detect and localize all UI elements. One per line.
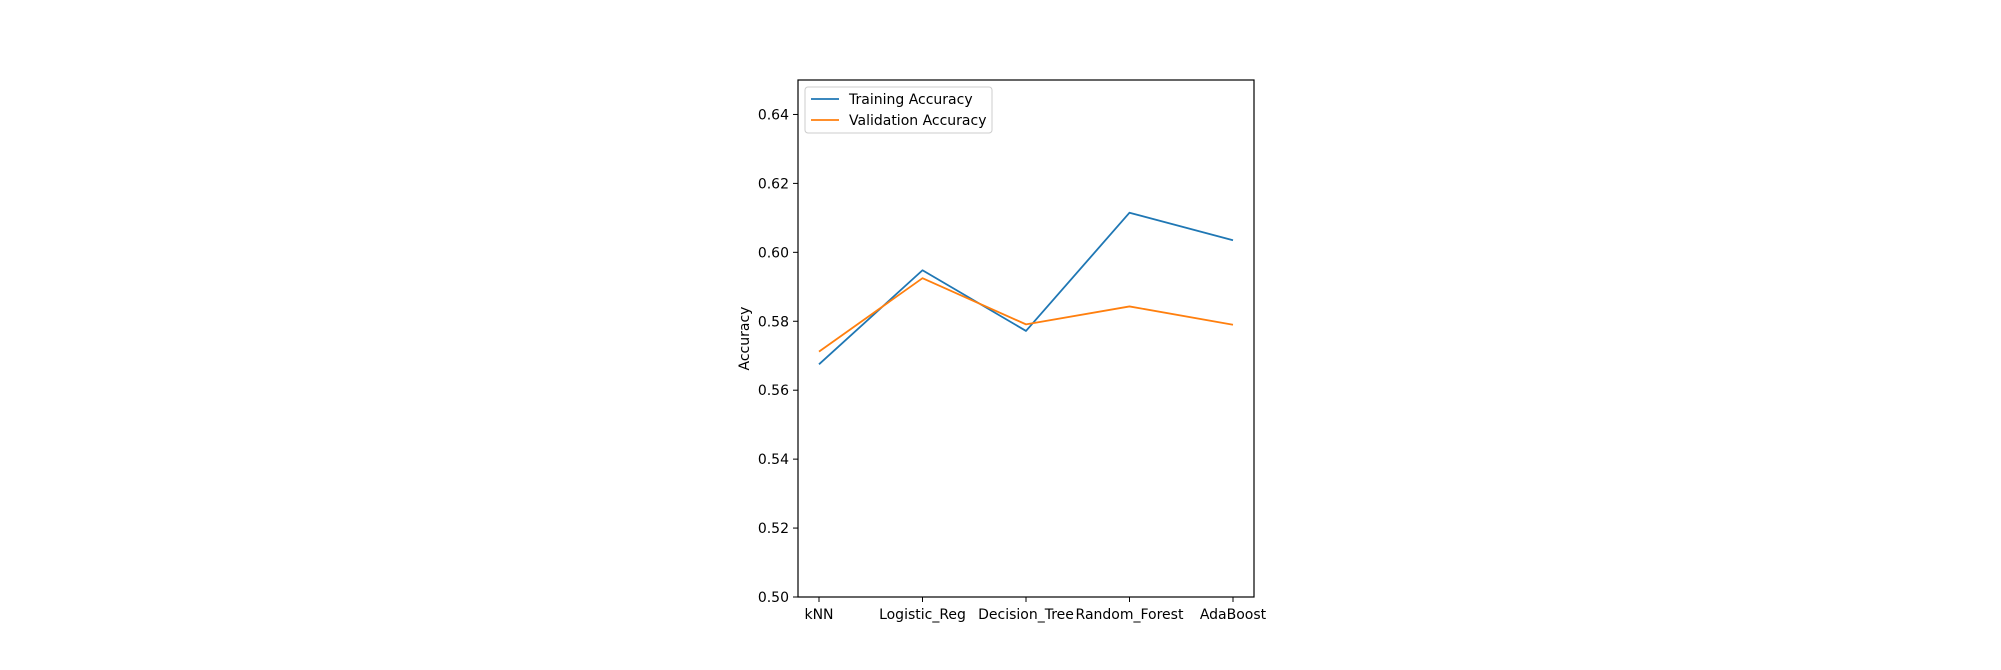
y-tick-label: 0.50 [758, 590, 789, 606]
x-axis-ticks: kNN Logistic_Reg Decision_Tree Random_Fores… [804, 597, 1267, 623]
y-tick-label: 0.58 [758, 314, 789, 330]
x-tick-label: Logistic_Reg [879, 607, 966, 623]
y-tick-label: 0.64 [758, 107, 789, 123]
legend: Training Accuracy Validation Accuracy [804, 86, 993, 134]
series-line-validation [818, 277, 1234, 353]
plot-frame [797, 79, 1255, 598]
legend-label: Validation Accuracy [849, 113, 987, 129]
legend-box [804, 86, 993, 134]
series-line-training [818, 211, 1234, 366]
y-axis-label: Accuracy [737, 307, 753, 371]
y-tick-label: 0.62 [758, 176, 789, 192]
series-lines [818, 211, 1234, 366]
x-tick-label: kNN [804, 607, 833, 623]
x-tick-label: Random_Forest [1076, 607, 1184, 623]
x-tick-label: AdaBoost [1200, 607, 1267, 623]
y-tick-label: 0.56 [758, 383, 789, 399]
y-tick-label: 0.54 [758, 452, 789, 468]
y-axis-ticks: 0.50 0.52 0.54 0.56 0.58 0.60 0.62 0.64 [758, 107, 798, 606]
y-tick-label: 0.52 [758, 521, 789, 537]
x-tick-label: Decision_Tree [978, 607, 1074, 623]
y-tick-label: 0.60 [758, 245, 789, 261]
legend-label: Training Accuracy [848, 92, 973, 108]
